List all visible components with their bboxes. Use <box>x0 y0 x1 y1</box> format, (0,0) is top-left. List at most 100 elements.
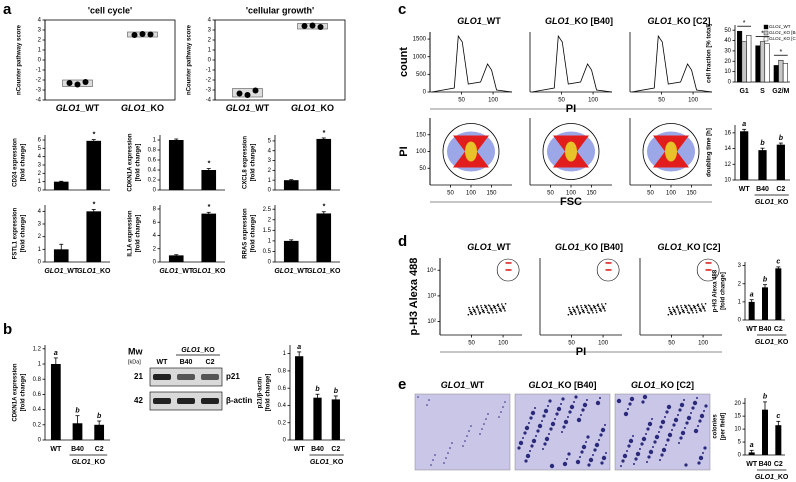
x-tick-label: 50 <box>547 191 554 197</box>
bar <box>755 45 761 83</box>
event-dot <box>675 313 677 315</box>
colony <box>646 427 650 431</box>
bar <box>741 41 747 83</box>
event-dot <box>668 306 670 309</box>
x-tick-label: 50 <box>658 98 665 104</box>
event-dot <box>571 313 573 316</box>
blot-band-label: β-actin <box>226 396 252 405</box>
event-dot <box>584 306 587 309</box>
event-dot <box>477 309 480 311</box>
colony <box>537 423 543 429</box>
y-tick-label: 1 <box>268 238 272 244</box>
colony <box>696 397 698 399</box>
x-tick-label: B40 <box>311 446 324 453</box>
event-dot <box>578 311 580 313</box>
y-tick-label: 2 <box>153 246 157 252</box>
x-tick-label: GLO1_WT <box>56 103 100 113</box>
colony <box>449 447 451 449</box>
event-dot <box>581 308 584 311</box>
event-dot <box>582 310 584 313</box>
point <box>301 23 308 29</box>
y-axis-label: count <box>398 47 410 77</box>
event-dot <box>490 309 492 311</box>
y-tick-label: 2.5 <box>263 207 272 213</box>
colony <box>523 431 527 435</box>
y-tick-label: 4 <box>38 18 42 24</box>
y-tick-label: 6 <box>38 138 42 144</box>
x-tick-label: 100 <box>498 341 509 347</box>
legend-swatch <box>763 24 769 30</box>
colony <box>522 437 524 439</box>
event-dot-gated <box>707 269 710 271</box>
x-tick-label: G2/M <box>772 88 789 95</box>
annotation: a <box>750 442 754 449</box>
event-dot <box>675 306 678 308</box>
x-tick-label: G1 <box>739 88 748 95</box>
x-tick-label: WT <box>739 186 751 193</box>
annotation: * <box>761 30 764 37</box>
event-dot <box>671 313 673 316</box>
event-dot <box>590 309 592 311</box>
colony <box>562 461 568 467</box>
event-dot <box>501 305 504 307</box>
event-dot <box>689 307 692 309</box>
y-tick-label: 2 <box>268 168 272 174</box>
event-dot <box>569 310 572 313</box>
event-dot <box>702 307 704 309</box>
colony <box>581 444 587 450</box>
y-tick-label: 16 <box>724 130 731 136</box>
colony <box>432 459 434 461</box>
x-tick-label: C2 <box>95 446 104 453</box>
event-dot <box>697 305 700 308</box>
y-tick-label: -3 <box>206 88 212 94</box>
event-dot <box>586 309 589 312</box>
y-tick-label: 1.2 <box>33 346 42 352</box>
event-dot <box>492 311 494 314</box>
y-tick-label: 10⁴ <box>427 267 437 274</box>
bar <box>773 65 779 83</box>
colony <box>616 398 622 404</box>
colony <box>542 414 546 418</box>
event-dot <box>589 307 592 309</box>
x-tick-label: 50 <box>647 191 654 197</box>
y-axis-label: CDKN1A expression <box>128 133 134 191</box>
y-tick-label: 3 <box>208 28 212 34</box>
annotation: b <box>760 140 765 147</box>
gate <box>542 123 600 180</box>
colony <box>692 400 698 406</box>
y-tick-label: 20 <box>724 59 731 65</box>
histogram-trace <box>631 34 713 93</box>
colony <box>703 446 707 450</box>
event-dot <box>492 304 495 307</box>
colony <box>698 455 704 461</box>
bar <box>86 211 102 262</box>
y-axis-label: [fold change] <box>21 374 27 412</box>
x-tick-label: C2 <box>774 326 783 333</box>
colony <box>575 459 581 465</box>
event-dot <box>680 304 682 307</box>
bar <box>201 170 217 190</box>
blot-band <box>153 398 171 404</box>
bar <box>72 423 83 440</box>
bar <box>740 131 749 180</box>
y-tick-label: 30 <box>724 48 731 54</box>
event-dot-gated <box>607 269 610 271</box>
colony <box>621 459 625 463</box>
y-tick-label: 0.2 <box>148 178 157 184</box>
x-tick-label: WT <box>746 461 758 468</box>
y-tick-label: 4 <box>38 154 42 160</box>
colony <box>640 442 644 446</box>
bar <box>283 180 299 190</box>
event-dot <box>599 309 601 312</box>
event-dot <box>678 311 680 313</box>
event-dot <box>691 310 694 312</box>
sample-title: GLO1_KO [B40] <box>545 16 613 26</box>
bar <box>762 409 768 455</box>
point <box>131 32 138 38</box>
colony <box>531 438 537 444</box>
legend-swatch <box>763 30 769 36</box>
bar <box>776 144 785 180</box>
y-tick-label: 1 <box>208 48 212 54</box>
colony <box>574 395 578 399</box>
colony <box>633 463 635 465</box>
